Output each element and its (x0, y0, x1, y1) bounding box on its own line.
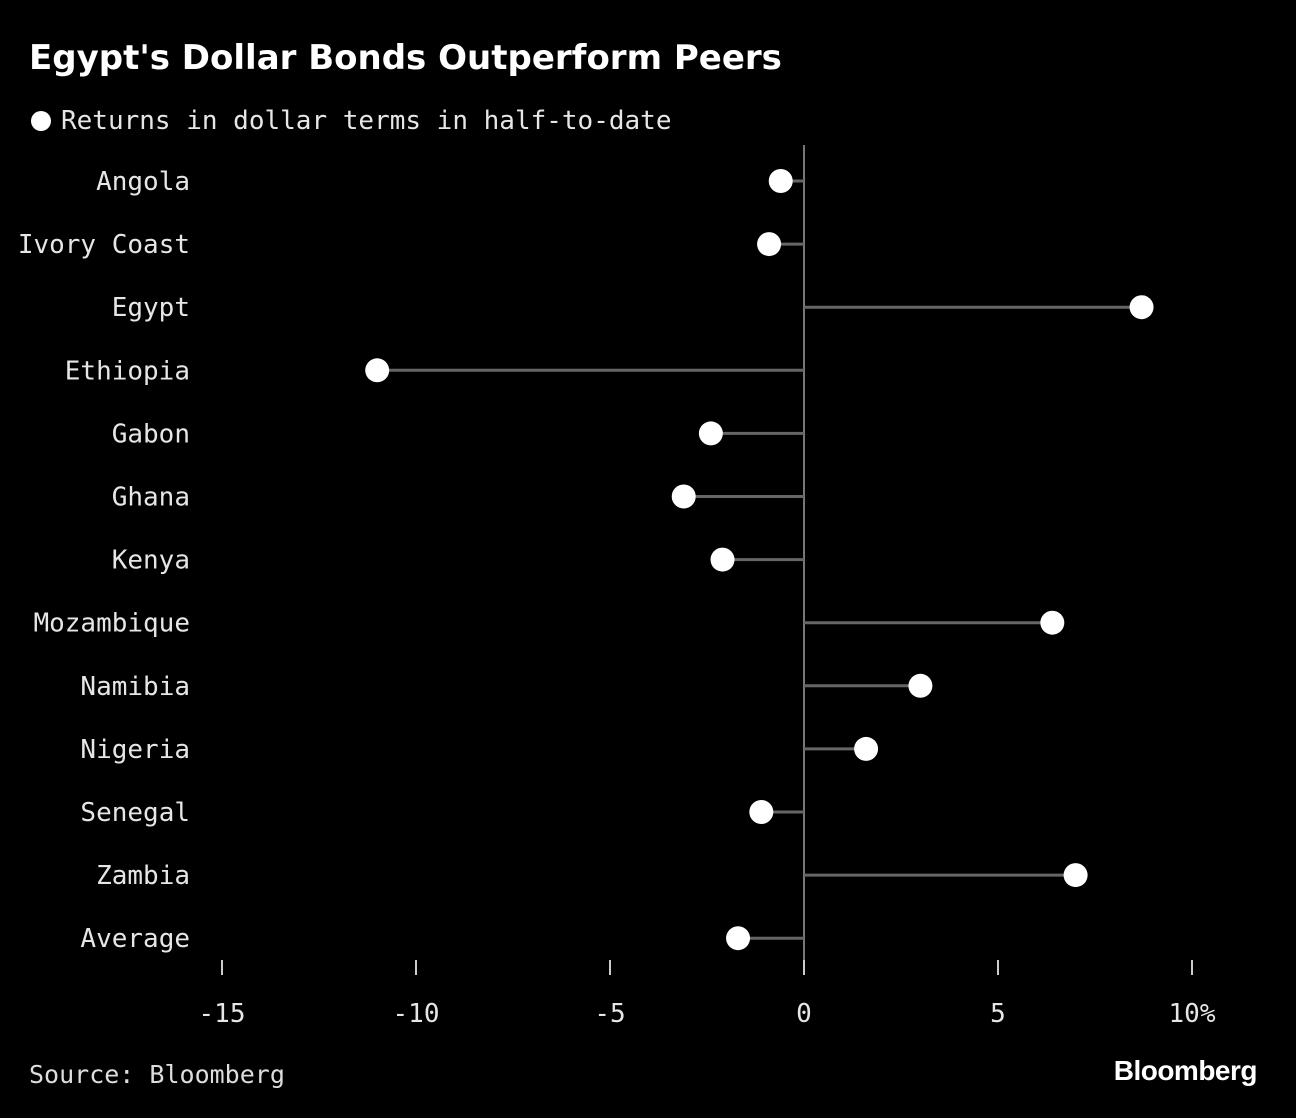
category-label: Mozambique (33, 609, 190, 639)
category-label: Ghana (112, 483, 190, 513)
x-tick-label: 10% (1169, 999, 1216, 1029)
chart-legend: Returns in dollar terms in half-to-date (31, 106, 671, 136)
category-label: Ivory Coast (18, 230, 190, 260)
x-tick-label: 0 (796, 999, 812, 1029)
data-point (908, 673, 933, 698)
chart-title: Egypt's Dollar Bonds Outperform Peers (29, 38, 782, 78)
data-point (757, 232, 782, 257)
category-label: Egypt (112, 293, 190, 323)
x-tick-label: 5 (990, 999, 1006, 1029)
data-point (1129, 295, 1154, 320)
x-tick-label: -10 (393, 999, 440, 1029)
data-point (1063, 863, 1088, 888)
data-point (698, 421, 723, 446)
brand-logo: Bloomberg (1113, 1055, 1258, 1086)
data-point (749, 800, 774, 824)
category-label: Kenya (112, 546, 190, 576)
category-label: Gabon (112, 419, 190, 449)
category-label: Zambia (96, 861, 190, 891)
legend-marker (31, 111, 51, 131)
data-point (710, 547, 735, 572)
data-point (726, 926, 751, 951)
category-label: Ethiopia (65, 356, 190, 386)
source-note: Source: Bloomberg (29, 1060, 285, 1089)
category-label: Namibia (80, 672, 190, 702)
category-label: Angola (96, 167, 190, 197)
data-point (768, 169, 793, 193)
category-label: Senegal (80, 798, 190, 828)
data-point (1040, 610, 1065, 635)
category-label: Nigeria (80, 735, 190, 765)
category-label: Average (80, 924, 190, 954)
data-point (671, 484, 696, 509)
x-tick-label: -5 (594, 999, 625, 1029)
data-point (365, 358, 390, 383)
data-point (854, 736, 879, 761)
legend-label: Returns in dollar terms in half-to-date (61, 106, 672, 136)
x-tick-label: -15 (199, 999, 246, 1029)
